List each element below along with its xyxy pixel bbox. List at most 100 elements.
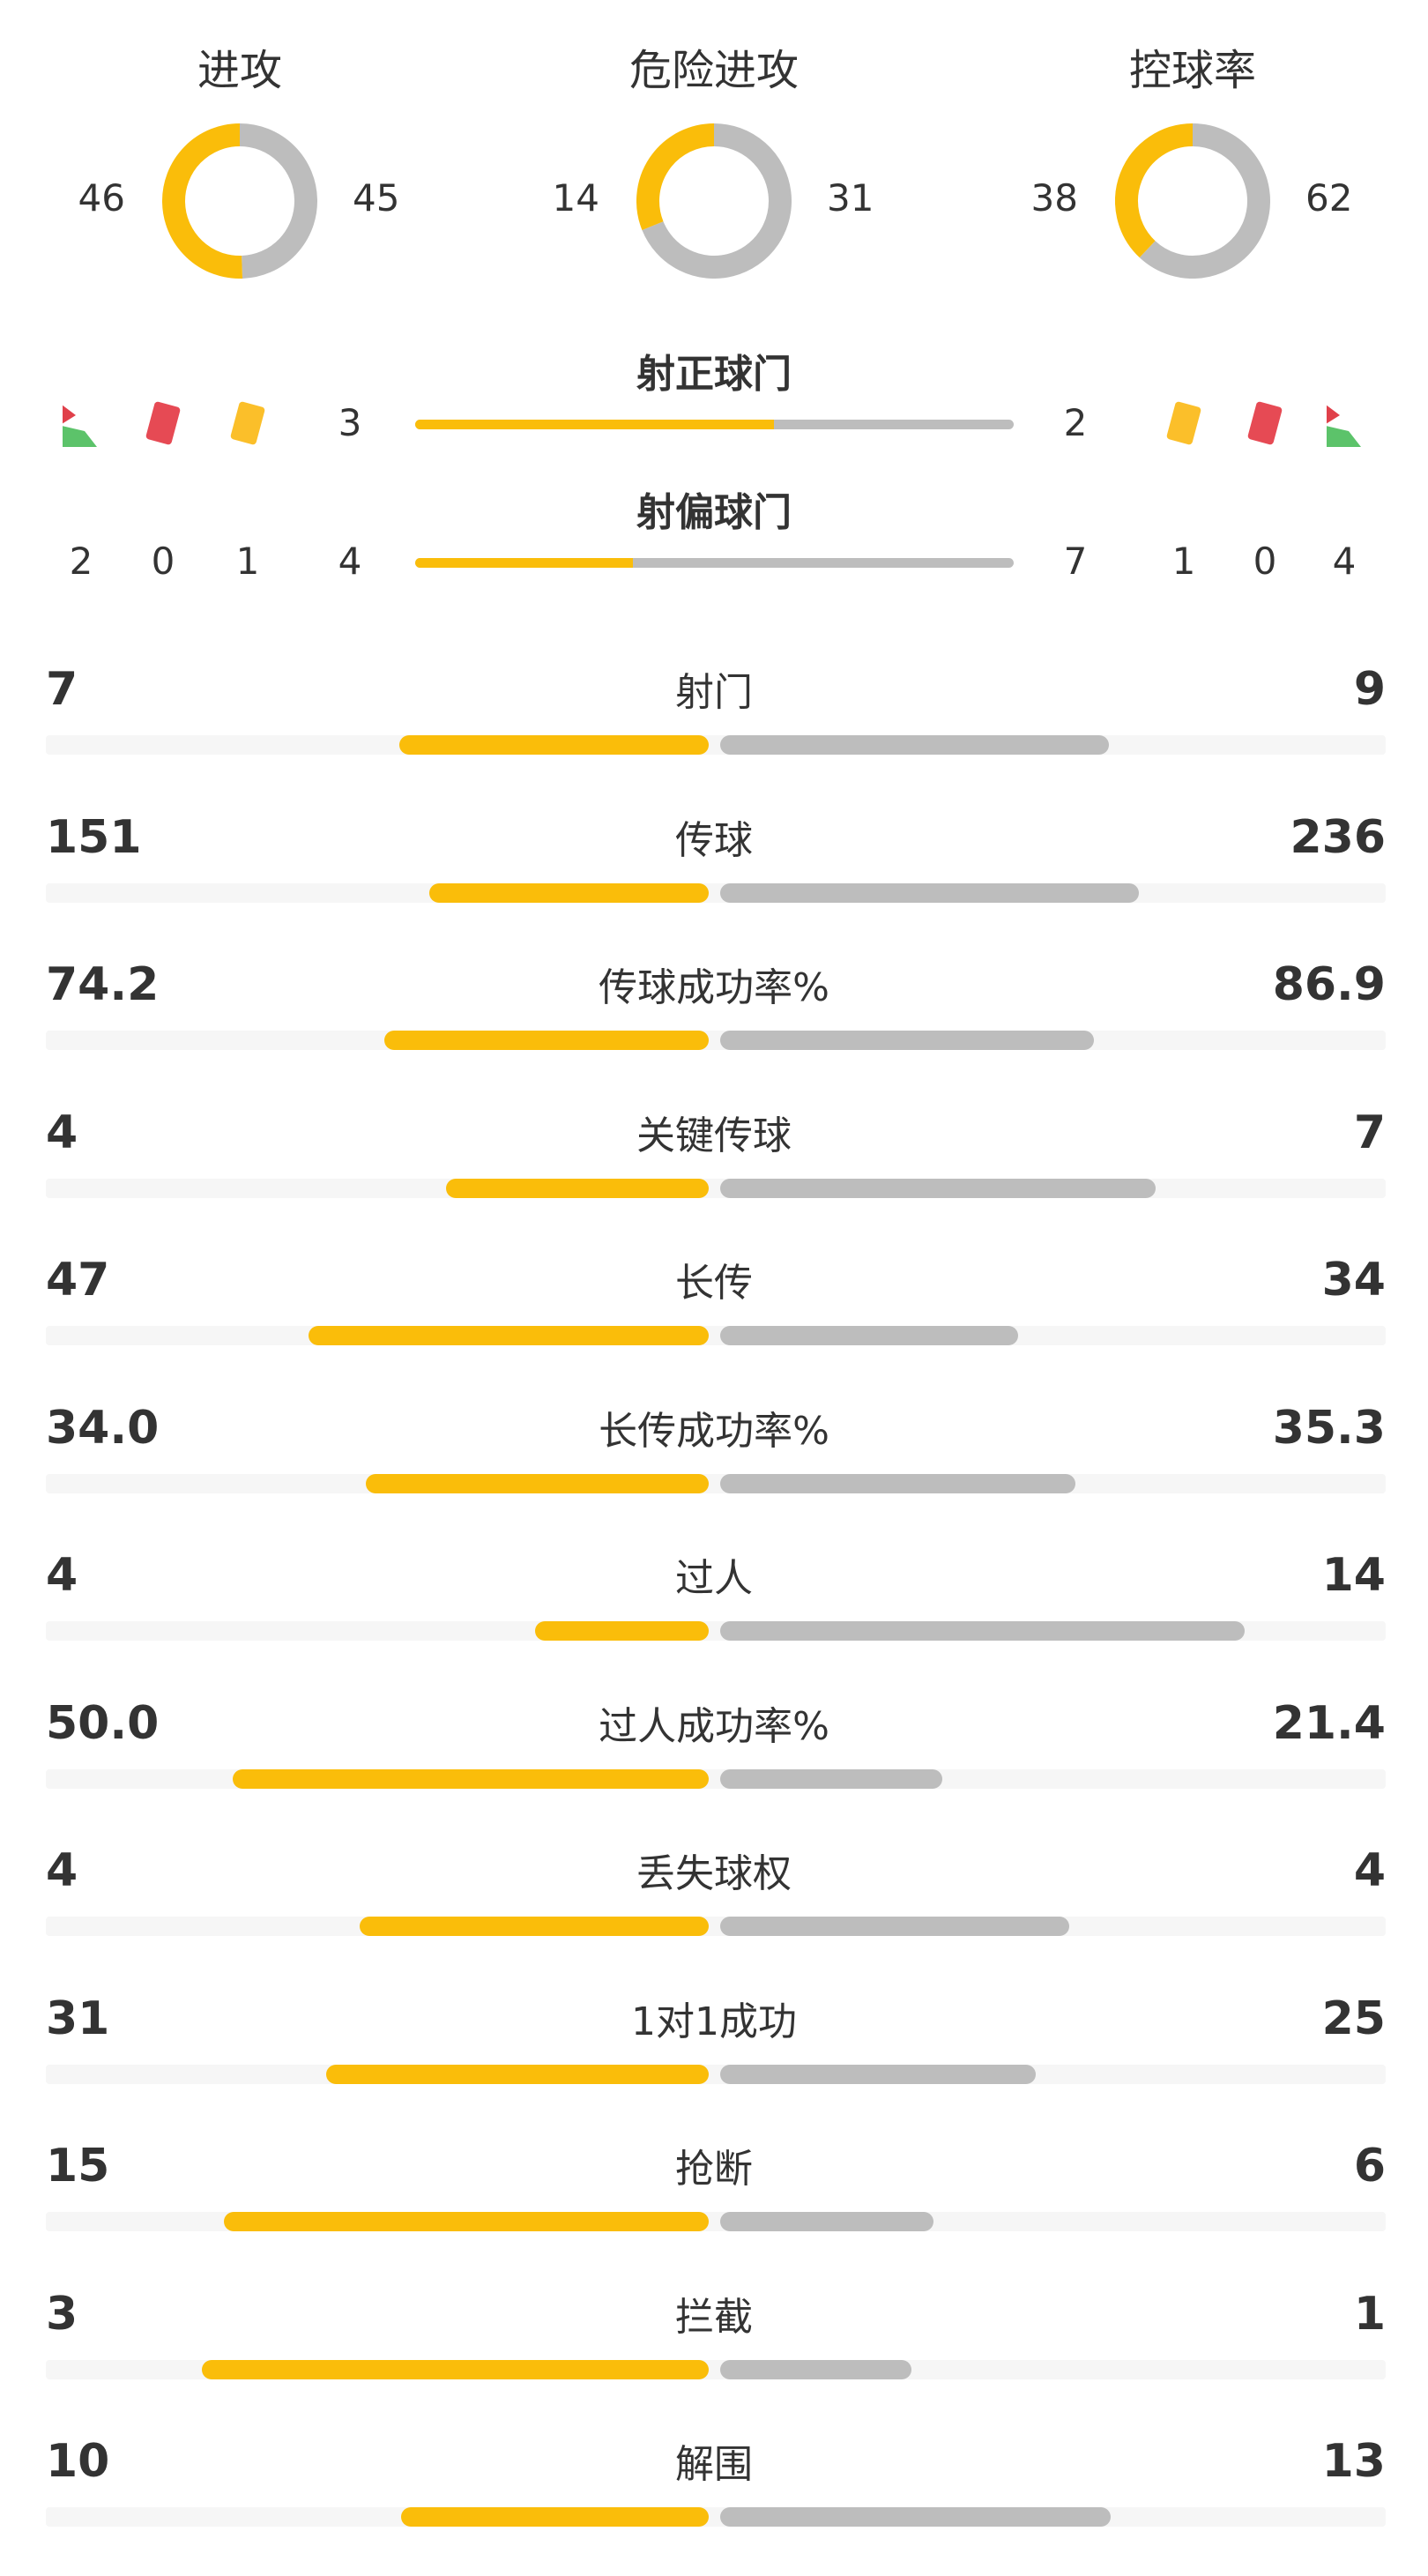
stat-away-value: 4: [1353, 1844, 1386, 1897]
stat-label: 1对1成功: [631, 1999, 797, 2044]
stat-away-value: 13: [1321, 2435, 1386, 2488]
stat-row: 7 射门 9: [0, 663, 1428, 804]
corner-flag-icon: [1325, 405, 1361, 447]
shots-on-bar: [415, 420, 1014, 429]
donut-chart: [636, 123, 792, 279]
donut-home-value: 46: [78, 176, 125, 220]
stat-row: 34.0 长传成功率% 35.3: [0, 1402, 1428, 1543]
stat-label: 长传成功率%: [599, 1408, 829, 1454]
donut-chart: [162, 123, 317, 279]
donut-away-value: 31: [827, 176, 874, 220]
stat-track: [46, 1473, 1386, 1493]
stat-home-bar: [535, 1621, 709, 1641]
donut-title: 危险进攻: [628, 46, 799, 95]
donut-home-value: 38: [1030, 176, 1078, 220]
stat-home-bar: [384, 1031, 709, 1050]
red-card-icon: [1247, 401, 1283, 445]
stat-away-bar: [720, 2064, 1036, 2084]
away-yellow-cards: 1: [1171, 540, 1196, 583]
stat-away-value: 7: [1353, 1106, 1386, 1159]
stat-home-value: 4: [46, 1106, 78, 1159]
stat-away-bar: [720, 735, 1109, 755]
shots-off-away: 7: [1063, 540, 1088, 583]
stat-home-value: 47: [46, 1254, 110, 1307]
stat-label: 丢失球权: [636, 1851, 792, 1896]
shots-on-home-fill: [415, 420, 775, 429]
stat-away-bar: [720, 1768, 943, 1789]
stat-home-bar: [201, 2359, 709, 2379]
stat-home-value: 10: [46, 2435, 110, 2488]
stat-away-bar: [720, 2212, 934, 2231]
stat-row: 4 过人 14: [0, 1549, 1428, 1690]
red-card-icon: [145, 401, 181, 445]
stat-away-bar: [720, 1326, 1019, 1345]
stat-away-value: 35.3: [1272, 1401, 1386, 1455]
stat-away-value: 86.9: [1272, 958, 1386, 1011]
stat-away-bar: [720, 882, 1139, 903]
stat-label: 射门: [675, 670, 753, 715]
stat-home-bar: [325, 2064, 709, 2084]
stat-home-value: 31: [46, 1992, 110, 2045]
stat-label: 关键传球: [636, 1113, 792, 1158]
shots-off-bar: [415, 558, 1014, 568]
home-red-cards: 0: [151, 540, 175, 583]
away-red-cards: 0: [1253, 540, 1277, 583]
stat-label: 拦截: [675, 2294, 753, 2340]
stat-home-value: 4: [46, 1844, 78, 1897]
stat-label: 过人: [675, 1556, 753, 1601]
stat-away-bar: [720, 1621, 1246, 1641]
stat-home-value: 34.0: [46, 1401, 160, 1455]
stat-track: [46, 2507, 1386, 2527]
stat-home-value: 15: [46, 2140, 110, 2193]
donut-2: 控球率 38 62: [955, 0, 1428, 300]
stat-row: 4 丢失球权 4: [0, 1844, 1428, 1985]
stat-label: 抢断: [675, 2147, 753, 2192]
stat-away-bar: [720, 1031, 1095, 1050]
shots-on-away: 2: [1063, 401, 1088, 444]
stat-home-bar: [360, 1917, 709, 1936]
donut-away-arc: [239, 123, 317, 279]
home-corners: 2: [69, 540, 93, 583]
donut-home-arc: [1115, 123, 1194, 258]
stat-row: 74.2 传球成功率% 86.9: [0, 958, 1428, 1099]
stat-away-bar: [720, 1917, 1069, 1936]
stat-row: 50.0 过人成功率% 21.4: [0, 1697, 1428, 1838]
donut-home-arc: [162, 123, 243, 279]
stat-row: 47 长传 34: [0, 1254, 1428, 1395]
stat-track: [46, 1178, 1386, 1198]
stat-track: [46, 882, 1386, 903]
stat-away-value: 6: [1353, 2140, 1386, 2193]
stat-label: 过人成功率%: [599, 1703, 829, 1749]
stat-away-value: 236: [1290, 810, 1386, 864]
stat-home-value: 7: [46, 663, 78, 716]
shots-off-home-fill: [415, 558, 633, 568]
stat-track: [46, 1917, 1386, 1936]
stat-away-value: 9: [1353, 663, 1386, 716]
donut-away-value: 45: [353, 176, 400, 220]
shots-on-home: 3: [338, 401, 362, 444]
stat-label: 传球: [675, 817, 753, 863]
stat-row: 4 关键传球 7: [0, 1106, 1428, 1247]
corner-flag-icon: [61, 405, 97, 447]
stat-home-bar: [224, 2212, 709, 2231]
home-yellow-cards: 1: [235, 540, 260, 583]
donut-chart: [1115, 123, 1270, 279]
donut-title: 控球率: [1128, 46, 1256, 95]
donut-title: 进攻: [197, 46, 282, 95]
stat-track: [46, 735, 1386, 755]
stat-away-value: 14: [1321, 1549, 1386, 1602]
stat-away-value: 21.4: [1272, 1696, 1386, 1750]
donut-away-arc: [1139, 123, 1270, 279]
shots-off-title: 射偏球门: [636, 490, 792, 535]
shots-off-home: 4: [338, 540, 362, 583]
yellow-card-icon: [1166, 401, 1201, 445]
stat-home-bar: [365, 1473, 709, 1493]
stat-home-value: 3: [46, 2287, 78, 2341]
stat-track: [46, 2064, 1386, 2084]
stat-row: 151 传球 236: [0, 811, 1428, 952]
donut-away-arc: [642, 123, 792, 279]
stat-home-bar: [309, 1326, 709, 1345]
donut-home-value: 14: [552, 176, 599, 220]
stat-label: 传球成功率%: [599, 965, 829, 1010]
stat-track: [46, 1326, 1386, 1345]
